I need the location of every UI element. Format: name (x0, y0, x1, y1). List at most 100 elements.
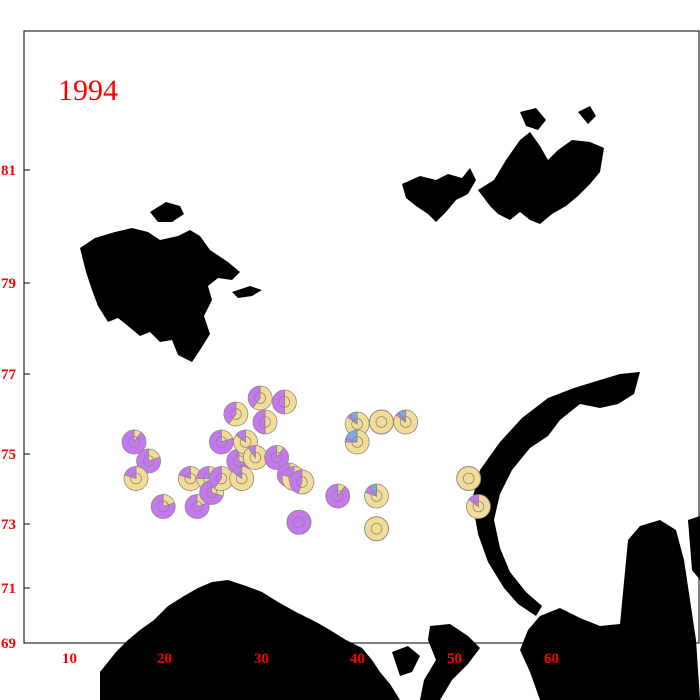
sample-pie-inner-ring (399, 416, 412, 428)
sample-pie-slice (178, 466, 191, 480)
sample-pie-slice (272, 389, 285, 415)
sample-pie (242, 445, 268, 470)
sample-pie-slice (196, 466, 210, 479)
kanin-peninsula (392, 646, 420, 676)
sample-pie-slice (235, 429, 246, 443)
sample-pie-inner-ring (462, 472, 475, 485)
year-label: 1994 (58, 74, 118, 107)
sample-pie-inner-ring (142, 455, 155, 467)
sample-pie-inner-ring (351, 436, 363, 448)
franz-josef-land-central (478, 132, 604, 224)
sample-pie-slice (252, 409, 266, 435)
sample-pie-inner-ring (215, 472, 228, 485)
sample-pie-inner-ring (191, 500, 203, 513)
sample-pie-slice (364, 516, 390, 542)
sample-pie (229, 466, 255, 491)
sample-pie-slice (349, 411, 358, 426)
sample-pie-slice (325, 483, 351, 509)
sample-pie (223, 401, 249, 427)
sample-pie-slice (368, 409, 394, 435)
sample-pie-inner-ring (351, 418, 363, 430)
y-axis-ticks: 69 71 73 75 77 79 81 (1, 163, 17, 652)
sample-pie-inner-ring (293, 516, 305, 529)
sample-pie (123, 466, 149, 491)
sample-pie-slice (184, 494, 210, 519)
sample-pie-inner-ring (472, 500, 485, 513)
sample-pie (272, 389, 297, 415)
sample-pie (344, 429, 370, 455)
svalbard-east-island (150, 202, 184, 222)
sample-pie-slice (121, 429, 147, 455)
y-tick-label: 79 (1, 276, 16, 292)
land (80, 106, 700, 700)
yamal-peninsula (688, 516, 700, 580)
kong-karls-land (232, 286, 262, 298)
sample-pie-slice (264, 445, 290, 470)
sample-pie-slice (247, 445, 256, 459)
vaygach-region (520, 520, 700, 700)
sample-pie-slice (209, 429, 234, 455)
sample-pie-inner-ring (370, 522, 383, 535)
sample-pie-inner-ring (254, 392, 266, 404)
y-tick-label: 69 (1, 636, 16, 652)
sample-pie-inner-ring (270, 451, 283, 464)
y-tick-label: 77 (1, 367, 17, 383)
franz-josef-land-west (402, 168, 476, 222)
sample-pie-inner-ring (128, 436, 140, 448)
x-axis-ticks: 10 20 30 40 50 60 (62, 651, 559, 667)
sample-pie (177, 466, 203, 491)
sample-pie (325, 483, 351, 509)
novaya-zemlya (472, 372, 640, 616)
x-tick-label: 10 (62, 651, 77, 667)
x-tick-label: 20 (157, 651, 172, 667)
sample-pie (466, 494, 491, 519)
sample-pie-slice (345, 429, 358, 443)
sample-pie-slice (208, 466, 222, 489)
sample-pie-inner-ring (239, 436, 252, 448)
x-tick-label: 50 (447, 651, 462, 667)
sample-pie-inner-ring (370, 490, 383, 502)
sample-pie-slice (247, 385, 261, 409)
sample-pie-slice (289, 469, 303, 494)
sample-pie (456, 466, 482, 491)
sample-pie-inner-ring (230, 408, 242, 420)
sample-pie-slice (344, 429, 370, 455)
sample-pie (364, 483, 389, 509)
mainland-norway-russia (100, 580, 400, 700)
sample-pie-inner-ring (215, 436, 228, 448)
sample-pie-inner-ring (296, 476, 308, 488)
sample-pie-slice (223, 401, 237, 425)
x-tick-label: 60 (544, 651, 559, 667)
sample-pie-slice (398, 409, 407, 424)
sample-pie-slice (456, 466, 482, 491)
sample-pie-inner-ring (259, 416, 271, 428)
sample-pie-slice (286, 509, 312, 535)
sample-pie (247, 385, 273, 411)
sample-pie-inner-ring (205, 486, 218, 499)
sample-pie-slice (231, 466, 243, 480)
sample-pie-slice (468, 494, 479, 508)
y-tick-label: 81 (1, 163, 16, 179)
x-tick-label: 40 (350, 651, 365, 667)
sample-pie-slice (124, 466, 137, 480)
sample-markers (121, 385, 491, 542)
sample-pie-slice (368, 483, 377, 498)
sample-pie-inner-ring (249, 451, 262, 464)
pechora-coast (420, 624, 480, 700)
sample-pie-inner-ring (130, 472, 142, 485)
sample-pie (289, 469, 315, 495)
sample-pie-inner-ring (235, 472, 248, 485)
sample-pie-slice (282, 466, 295, 480)
sample-pie-inner-ring (331, 490, 344, 502)
sample-pie (393, 409, 419, 435)
sample-pie-inner-ring (157, 500, 169, 513)
sample-pie-slice (264, 409, 278, 435)
sample-pie-slice (199, 480, 224, 505)
sample-pie-inner-ring (278, 396, 291, 408)
y-tick-label: 75 (1, 447, 16, 463)
y-tick-label: 71 (1, 581, 16, 597)
sample-pie (364, 516, 390, 542)
sample-pie (150, 494, 176, 519)
franz-josef-land-north (578, 106, 596, 124)
